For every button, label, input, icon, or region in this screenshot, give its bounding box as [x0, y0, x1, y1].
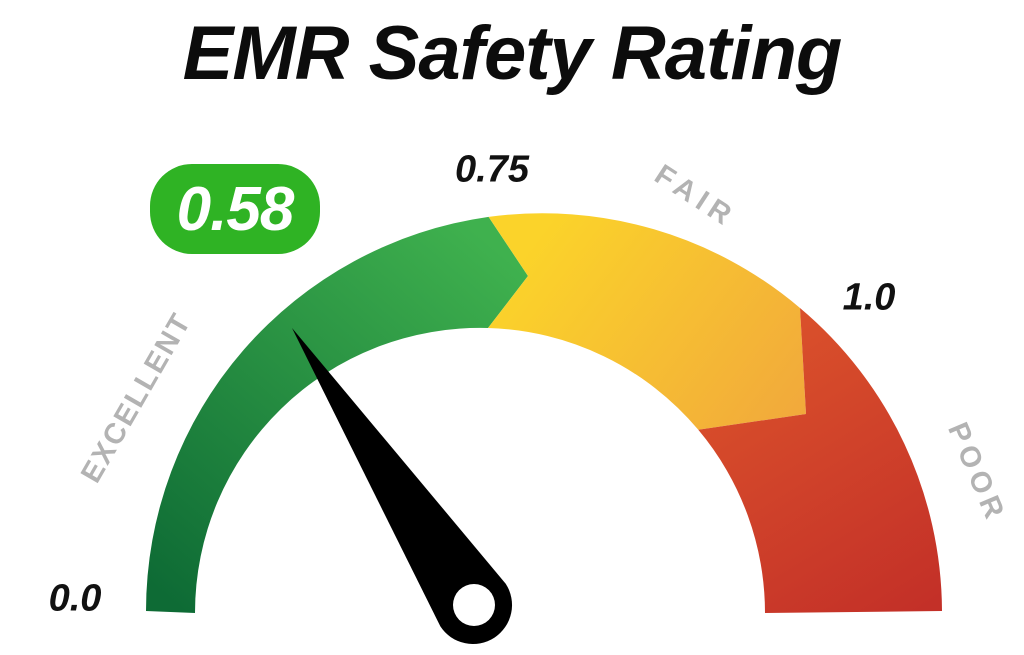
tick-label-max: 1.0	[842, 276, 896, 319]
chart-title: EMR Safety Rating	[182, 11, 843, 96]
needle-hub-hole	[453, 584, 495, 626]
value-badge: 0.58	[150, 164, 320, 254]
gauge-segment-fair	[488, 213, 806, 430]
value-badge-label: 0.58	[176, 174, 295, 244]
tick-label-min: 0.0	[48, 577, 102, 620]
gauge-segment-poor	[698, 308, 942, 613]
gauge-needle	[292, 328, 513, 645]
gauge-segment-excellent	[146, 216, 528, 613]
tick-label-mid: 0.75	[455, 148, 529, 191]
